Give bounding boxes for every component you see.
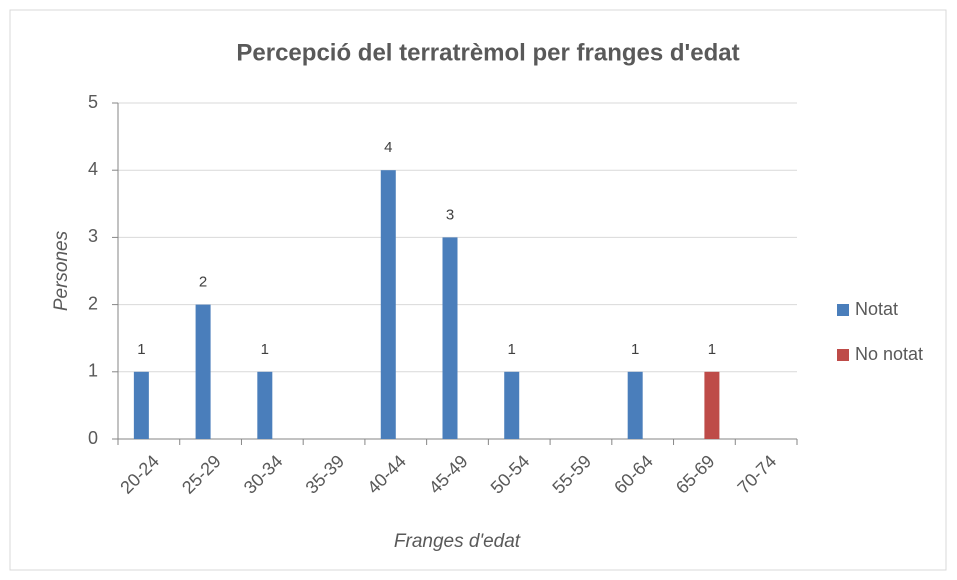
bar	[380, 170, 396, 439]
chart-border	[9, 9, 947, 571]
bar	[257, 371, 273, 439]
bar	[504, 371, 520, 439]
y-tick-label: 2	[88, 293, 98, 313]
legend-swatch	[837, 304, 849, 316]
bar	[195, 304, 211, 439]
data-label: 1	[508, 341, 516, 358]
data-label: 1	[708, 341, 716, 358]
y-tick-label: 3	[88, 226, 98, 246]
bar	[133, 371, 149, 439]
bar	[627, 371, 643, 439]
legend-label: Notat	[855, 299, 898, 319]
bar	[704, 371, 720, 439]
y-axis-title: Persones	[51, 230, 72, 311]
x-axis-title: Franges d'edat	[394, 531, 521, 552]
data-label: 3	[446, 206, 454, 223]
legend-swatch	[837, 349, 849, 361]
y-tick-label: 1	[88, 361, 98, 381]
legend-label: No notat	[855, 344, 923, 364]
data-label: 1	[261, 341, 269, 358]
data-label: 2	[199, 274, 207, 291]
bar	[442, 237, 458, 439]
data-label: 1	[631, 341, 639, 358]
y-tick-label: 0	[88, 428, 98, 448]
chart-title: Percepció del terratrèmol per franges d'…	[236, 39, 739, 66]
y-tick-label: 5	[88, 92, 98, 112]
data-label: 4	[384, 139, 392, 156]
y-tick-label: 4	[88, 159, 98, 179]
data-label: 1	[137, 341, 145, 358]
